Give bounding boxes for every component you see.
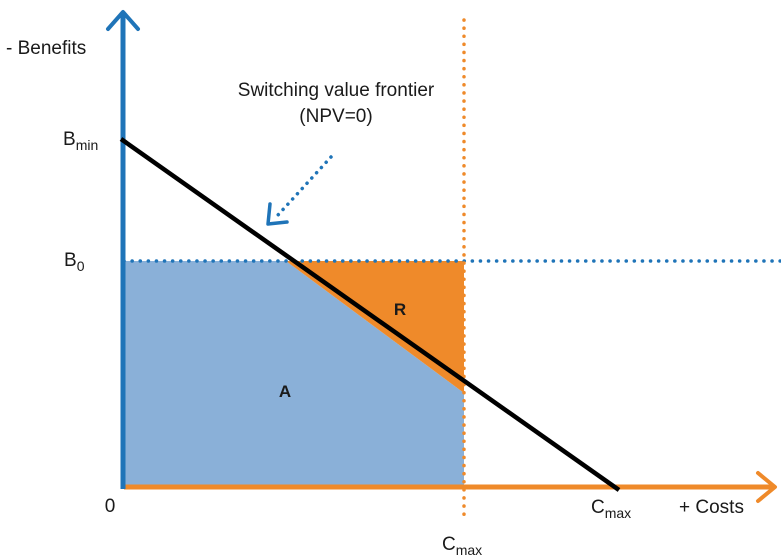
origin-label: 0 <box>105 496 116 517</box>
pointer-arrowhead <box>266 202 289 226</box>
region-a-label: A <box>279 382 291 401</box>
b-min-sub: min <box>76 137 99 153</box>
pointer-arrow-shaft <box>276 155 333 217</box>
c-max-label-dotted: Cmax <box>442 534 482 558</box>
x-axis-arrowhead <box>756 471 777 503</box>
frontier-label-line1: Switching value frontier <box>238 80 435 101</box>
b0-main: B <box>64 250 77 271</box>
frontier-line <box>119 137 621 492</box>
b-min-main: B <box>63 129 76 150</box>
c-max-intercept-main: C <box>591 497 605 518</box>
b0-label: B0 <box>64 250 85 274</box>
region-a <box>124 261 464 487</box>
region-r <box>286 261 464 393</box>
b-min-label: Bmin <box>63 129 98 153</box>
region-r-label: R <box>394 300 406 319</box>
c-max-dotted-sub: max <box>456 542 482 558</box>
y-axis-arrowhead <box>106 10 140 31</box>
frontier-label-line2: (NPV=0) <box>299 106 372 127</box>
y-axis-label: - Benefits <box>6 38 86 59</box>
c-max-label-intercept: Cmax <box>591 497 631 521</box>
c-max-dotted-main: C <box>442 534 456 555</box>
c-max-intercept-sub: max <box>605 505 631 521</box>
b0-sub: 0 <box>77 258 85 274</box>
x-axis-label: + Costs <box>679 497 744 518</box>
